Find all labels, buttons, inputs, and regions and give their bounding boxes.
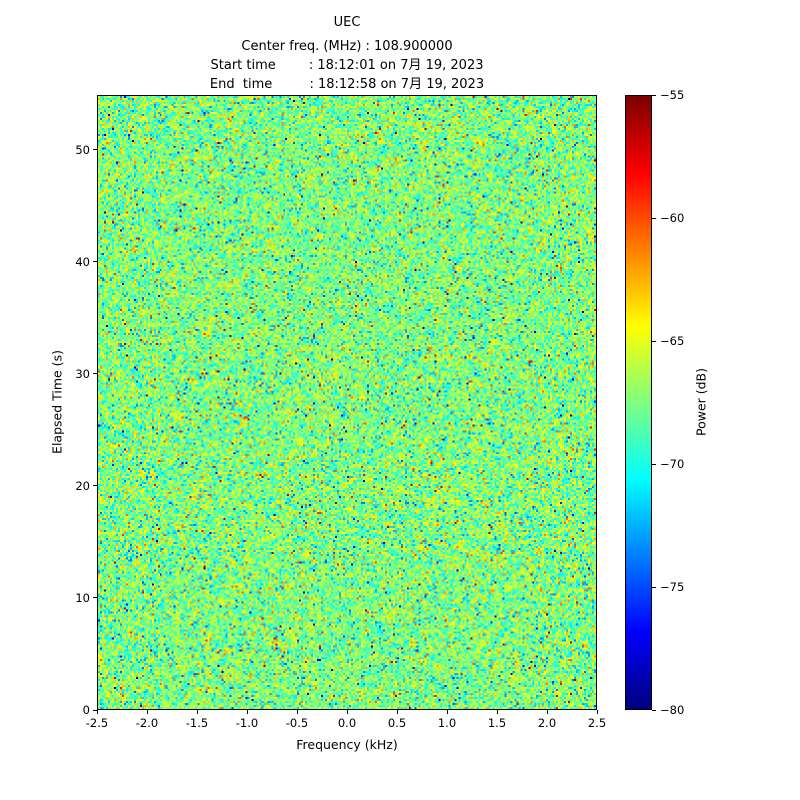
colorbar <box>625 95 652 710</box>
x-tick-label: 0.0 <box>337 716 357 730</box>
colorbar-tick-label: −55 <box>660 88 685 102</box>
y-tick-label: 40 <box>75 254 90 269</box>
x-tick-mark <box>346 710 348 714</box>
start-time-line: Start time : 18:12:01 on 7月 19, 2023 <box>210 58 484 73</box>
x-tick-label: -2.0 <box>135 716 159 730</box>
y-tick-label: 50 <box>75 142 90 157</box>
colorbar-gradient-canvas <box>626 96 651 709</box>
colorbar-tick-mark <box>652 709 656 711</box>
colorbar-tick-mark <box>652 463 656 465</box>
x-tick-mark <box>496 710 498 714</box>
x-tick-label: -1.5 <box>185 716 209 730</box>
y-tick-label: 10 <box>75 590 90 605</box>
colorbar-tick-label: −80 <box>660 703 685 717</box>
x-tick-mark <box>196 710 198 714</box>
colorbar-tick-mark <box>652 340 656 342</box>
x-tick-mark <box>96 710 98 714</box>
colorbar-tick-mark <box>652 217 656 219</box>
x-tick-mark <box>446 710 448 714</box>
y-axis-label: Elapsed Time (s) <box>49 350 65 454</box>
y-tick-label: 0 <box>82 703 90 717</box>
x-tick-label: -2.5 <box>85 716 109 730</box>
y-tick-label: 30 <box>75 366 90 381</box>
x-tick-label: 2.0 <box>537 716 557 730</box>
x-tick-mark <box>596 710 598 714</box>
y-tick-mark <box>93 709 97 711</box>
x-tick-label: 2.5 <box>587 716 607 730</box>
x-axis-label: Frequency (kHz) <box>296 737 398 752</box>
y-tick-mark <box>93 597 97 599</box>
y-tick-mark <box>93 485 97 487</box>
y-tick-mark <box>93 261 97 263</box>
x-tick-mark <box>296 710 298 714</box>
y-tick-mark <box>93 149 97 151</box>
x-tick-label: -1.0 <box>235 716 259 730</box>
x-tick-mark <box>146 710 148 714</box>
x-tick-mark <box>546 710 548 714</box>
y-tick-mark <box>93 373 97 375</box>
chart-title: UEC <box>333 15 361 30</box>
colorbar-tick-label: −60 <box>660 211 685 225</box>
colorbar-tick-label: −65 <box>660 334 685 348</box>
x-tick-label: 0.5 <box>387 716 407 730</box>
x-tick-label: 1.5 <box>487 716 507 730</box>
x-tick-label: 1.0 <box>437 716 457 730</box>
y-tick-label: 20 <box>75 478 90 493</box>
heatmap-canvas <box>98 96 596 709</box>
center-freq-line: Center freq. (MHz) : 108.900000 <box>241 39 453 54</box>
colorbar-tick-label: −70 <box>660 457 685 471</box>
colorbar-tick-mark <box>652 94 656 96</box>
colorbar-tick-mark <box>652 586 656 588</box>
colorbar-tick-label: −75 <box>660 580 685 594</box>
x-tick-label: -0.5 <box>285 716 309 730</box>
end-time-line: End time : 18:12:58 on 7月 19, 2023 <box>209 77 485 92</box>
colorbar-label: Power (dB) <box>693 367 709 437</box>
x-tick-mark <box>396 710 398 714</box>
heatmap-plot-area <box>97 95 597 710</box>
x-tick-mark <box>246 710 248 714</box>
